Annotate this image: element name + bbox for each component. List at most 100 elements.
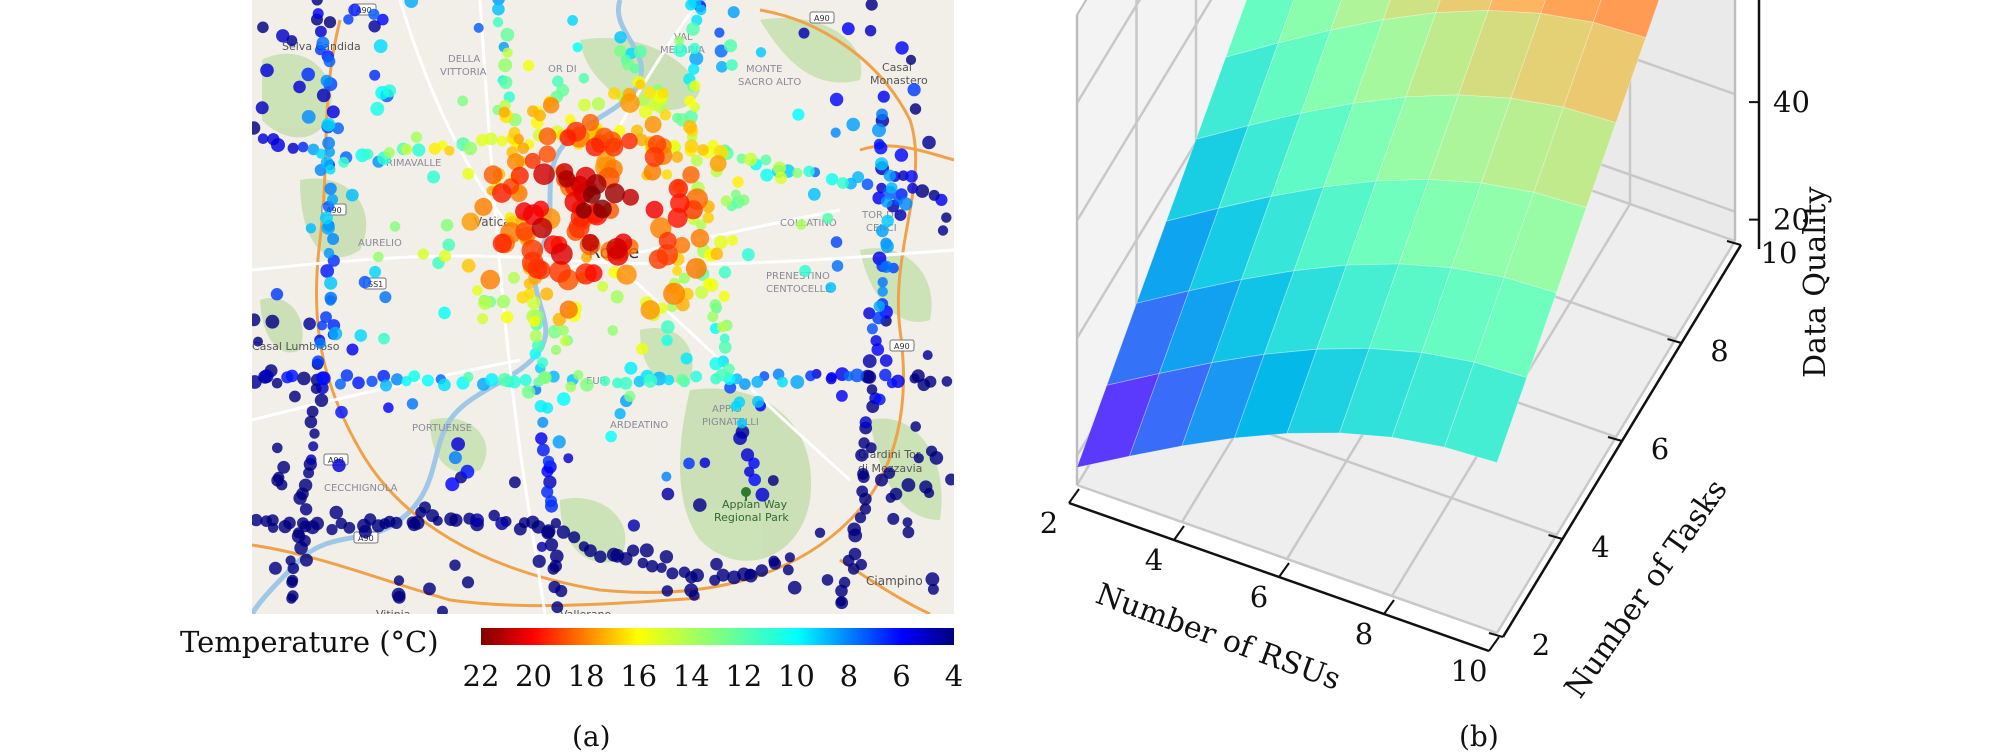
temperature-dot <box>683 457 695 470</box>
temperature-dot <box>428 142 441 155</box>
temperature-dot <box>277 460 291 474</box>
temperature-dot <box>767 475 779 486</box>
colorbar-tick-label: 6 <box>892 659 910 693</box>
temperature-dot <box>322 136 335 150</box>
temperature-dot <box>348 3 361 17</box>
temperature-dot <box>501 311 514 324</box>
motorway-a90-south <box>252 543 701 608</box>
temperature-dot <box>673 43 688 58</box>
temperature-dot <box>531 520 546 534</box>
temperature-dot <box>473 22 484 33</box>
grid-line <box>1076 483 1498 635</box>
surface-patch <box>1443 361 1528 464</box>
temperature-dot <box>371 519 385 533</box>
temperature-dot <box>905 170 918 183</box>
temperature-dot <box>604 137 624 157</box>
temperature-dot <box>444 145 455 156</box>
temperature-dot <box>477 313 489 325</box>
temperature-dot <box>324 182 337 195</box>
temperature-dot <box>401 143 413 155</box>
temperature-dot <box>925 572 940 587</box>
temperature-dot <box>703 278 715 289</box>
temperature-dot <box>438 378 451 392</box>
temperature-dot <box>604 183 625 204</box>
temperature-dot <box>451 437 465 451</box>
temperature-dot <box>787 580 802 595</box>
temperature-dot <box>720 195 732 207</box>
temperature-dot <box>620 93 640 113</box>
temperature-dot <box>547 324 562 339</box>
temperature-dot <box>873 138 885 150</box>
temperature-dot <box>496 135 508 147</box>
surface-patch <box>1435 0 1493 14</box>
map-label: Ciampino <box>866 574 923 588</box>
temperature-dot <box>661 487 675 501</box>
temperature-dot <box>616 264 637 285</box>
temperature-dot <box>860 369 875 384</box>
temperature-dot <box>643 86 656 99</box>
map-label: Regional Park <box>714 511 789 524</box>
temperature-dot <box>714 27 725 38</box>
temperature-dot <box>584 544 597 558</box>
temperature-dot <box>879 354 893 367</box>
temperature-dot <box>863 307 876 320</box>
temperature-dot <box>299 553 313 567</box>
temperature-dot <box>790 375 805 389</box>
temperature-dot <box>259 369 274 384</box>
temperature-dot <box>606 237 628 260</box>
temperature-dot <box>334 378 346 390</box>
temperature-dot <box>558 170 576 188</box>
y-tick-label: 10 <box>1761 236 1798 270</box>
temperature-dot <box>461 258 476 273</box>
temperature-dot <box>610 290 624 304</box>
temperature-dot <box>315 25 327 38</box>
temperature-dot <box>645 200 664 219</box>
temperature-dot <box>423 582 436 596</box>
temperature-dot <box>377 369 391 383</box>
svg-text:A90: A90 <box>326 206 342 215</box>
temperature-dot <box>260 63 274 78</box>
temperature-dot <box>591 97 606 111</box>
temperature-dot <box>901 478 916 492</box>
colorbar-label: Temperature (°C) <box>180 625 439 659</box>
temperature-dot <box>902 517 913 528</box>
temperature-dot <box>605 430 617 443</box>
temperature-dot <box>551 601 564 614</box>
temperature-dot <box>855 558 867 571</box>
map-label: AURELIO <box>358 238 402 249</box>
temperature-dot <box>635 79 646 90</box>
temperature-dot <box>637 94 649 106</box>
temperature-dot <box>316 36 330 50</box>
map-label: COLLATINO <box>780 218 837 229</box>
temperature-dot <box>755 487 770 502</box>
temperature-dot <box>580 378 594 392</box>
temperature-dot <box>661 471 672 482</box>
temperature-dot <box>550 243 573 265</box>
temperature-dot <box>614 31 627 44</box>
temperature-dot <box>354 329 368 342</box>
temperature-dot <box>614 408 626 420</box>
temperature-dot <box>684 95 696 107</box>
temperature-dot <box>877 90 890 103</box>
temperature-dot <box>907 83 921 97</box>
temperature-dot <box>865 442 877 454</box>
temperature-dot <box>340 369 354 382</box>
svg-text:A90: A90 <box>814 14 830 23</box>
temperature-dot <box>368 8 380 20</box>
temperature-dot <box>909 103 922 115</box>
temperature-dot <box>673 237 691 254</box>
temperature-dot <box>369 265 382 278</box>
temperature-dot <box>538 371 552 385</box>
temperature-dot <box>672 265 683 276</box>
temperature-dot <box>636 342 649 355</box>
temperature-dot <box>722 363 735 376</box>
temperature-dot <box>281 371 294 384</box>
map-label: PRIMAVALLE <box>380 158 441 169</box>
temperature-dot <box>552 435 566 449</box>
temperature-dot <box>323 247 335 259</box>
map-label: PORTUENSE <box>412 423 472 434</box>
temperature-dot <box>873 300 885 312</box>
colorbar: Temperature (°C) 22 20 18 16 14 12 10 8 6 4 <box>180 625 963 693</box>
map-label: Vallerano <box>560 608 612 621</box>
temperature-dot <box>544 538 559 552</box>
